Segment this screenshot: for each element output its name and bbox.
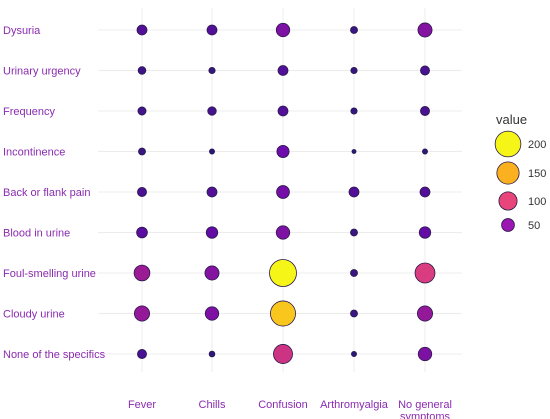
legend-key	[498, 191, 518, 211]
legend-label: 50	[528, 220, 540, 232]
x-tick-label: Chills	[199, 399, 226, 411]
data-point	[269, 259, 297, 287]
data-point	[205, 226, 219, 239]
y-tick-label: Dysuria	[3, 25, 41, 37]
data-point	[276, 185, 290, 199]
x-tick-label: Arthromyalgia	[320, 399, 389, 411]
data-point	[273, 344, 293, 364]
y-tick-label: None of the specifics	[3, 349, 106, 361]
data-point	[206, 24, 218, 36]
data-point	[208, 350, 216, 358]
data-point	[416, 305, 434, 322]
legend-label: 200	[528, 139, 546, 151]
data-point	[350, 66, 358, 75]
data-points	[133, 22, 436, 364]
data-point	[351, 149, 357, 154]
legend-title: value	[496, 112, 527, 127]
data-point	[270, 300, 296, 327]
data-point	[204, 265, 220, 281]
data-point	[420, 106, 430, 116]
data-point	[418, 226, 432, 239]
y-tick-label: Blood in urine	[3, 228, 70, 240]
data-point	[350, 26, 358, 34]
x-tick-label: Confusion	[258, 399, 308, 411]
data-point	[133, 264, 151, 282]
legend-key	[496, 161, 520, 185]
data-point	[350, 107, 358, 115]
data-point	[137, 66, 147, 75]
y-tick-label: Urinary urgency	[3, 66, 81, 78]
data-point	[350, 309, 358, 318]
data-point	[207, 106, 217, 116]
data-point	[419, 186, 431, 198]
data-point	[136, 24, 148, 36]
x-tick-label: Fever	[128, 399, 156, 411]
data-point	[137, 187, 147, 197]
legend-key	[494, 130, 522, 158]
legend-label: 150	[528, 168, 546, 180]
data-point	[351, 351, 357, 357]
y-tick-label: Back or flank pain	[3, 187, 90, 199]
data-point	[204, 306, 220, 321]
legend-label: 100	[528, 196, 546, 208]
data-point	[133, 305, 151, 322]
y-tick-label: Frequency	[3, 106, 55, 118]
legend-key	[501, 218, 515, 232]
data-point	[417, 346, 433, 362]
data-point	[420, 65, 430, 76]
data-point	[277, 65, 289, 76]
data-point	[350, 228, 358, 237]
data-point	[136, 226, 148, 239]
data-point	[414, 262, 436, 284]
data-point	[348, 186, 360, 198]
y-tick-label: Cloudy urine	[3, 309, 65, 321]
x-tick-label: No general symptoms	[398, 399, 452, 419]
data-point	[208, 66, 216, 75]
data-point	[277, 105, 289, 117]
y-axis-labels: Dysuria Urinary urgency Frequency Incontine…	[3, 25, 106, 361]
data-point	[276, 144, 290, 159]
legend: value 200 150 100 50	[494, 112, 546, 232]
y-tick-label: Foul-smelling urine	[3, 268, 96, 280]
x-axis-labels: Fever Chills Confusion Arthromyalgia No gene…	[128, 399, 452, 419]
y-tick-label: Incontinence	[3, 147, 65, 159]
data-point	[209, 148, 215, 155]
data-point	[422, 148, 428, 155]
data-point	[275, 225, 291, 240]
data-point	[206, 186, 218, 198]
data-point	[275, 22, 291, 38]
data-point	[138, 147, 146, 156]
data-point	[137, 349, 147, 359]
data-point	[350, 269, 358, 277]
data-point	[417, 22, 433, 38]
data-point	[137, 106, 147, 116]
